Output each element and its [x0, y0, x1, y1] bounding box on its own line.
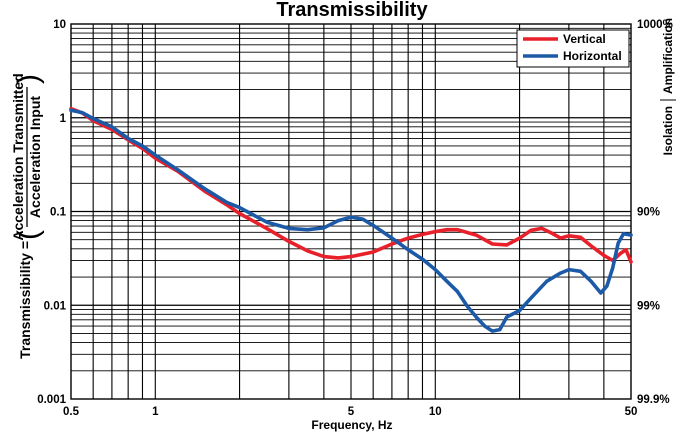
right-tick-label: 90% — [637, 207, 660, 219]
legend-label-vertical: Vertical — [563, 32, 606, 46]
right-tick-label: 99.9% — [637, 394, 670, 406]
right-tick-label: 99% — [637, 300, 660, 312]
legend-box — [516, 29, 630, 68]
chart-title: Transmissibility — [276, 0, 428, 21]
plot-frame — [70, 23, 632, 400]
y-axis-label: Transmissibility = ( Acceleration Transm… — [10, 73, 45, 359]
legend-label-horizontal: Horizontal — [563, 49, 622, 63]
right-axis-label: Isolation Amplification — [660, 18, 676, 155]
x-tick-label: 10 — [429, 406, 442, 418]
x-tick-label: 0.5 — [63, 406, 80, 418]
series-lines — [69, 106, 633, 333]
y-axis-label-denominator: Acceleration Input — [27, 96, 43, 218]
right-tick-label: 1000% — [637, 19, 673, 31]
right-axis-label-amplification: Amplification — [661, 18, 675, 94]
y-tick-label: 0.001 — [37, 394, 66, 406]
y-tick-label: 10 — [53, 19, 66, 31]
x-tick-label: 5 — [348, 406, 355, 418]
y-tick-label: 1 — [60, 113, 67, 125]
x-tick-label: 50 — [625, 406, 638, 418]
x-axis-label: Frequency, Hz — [311, 418, 392, 432]
y-axis-label-prefix: Transmissibility = — [17, 241, 33, 359]
x-tick-label: 1 — [152, 406, 159, 418]
legend: Vertical Horizontal — [516, 29, 630, 68]
grid — [71, 24, 631, 399]
series-line-vertical — [69, 106, 633, 264]
y-tick-label: 0.1 — [50, 207, 67, 219]
y-axis-label-numerator: Acceleration Transmitted — [10, 73, 26, 240]
series-line-horizontal — [69, 108, 633, 333]
y-axis-label-paren-left: ( — [12, 230, 45, 240]
y-axis-label-paren-right: ) — [12, 74, 45, 84]
y-tick-label: 0.01 — [44, 300, 67, 312]
right-axis-label-isolation: Isolation — [661, 106, 675, 155]
axis-ticks: 0.5 1 5 10 50 10 1 0.1 0.01 0.001 1000% 90% 99% 99.9% — [37, 19, 673, 418]
